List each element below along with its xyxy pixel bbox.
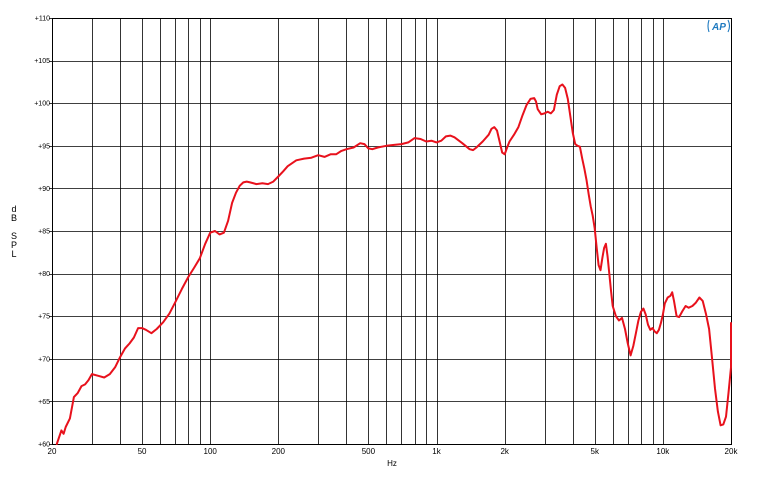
y-axis-label-letter: S <box>11 231 17 241</box>
ap-logo-text: AP <box>711 22 726 33</box>
x-tick-label-500: 500 <box>362 447 376 456</box>
y-tick-label-100: +100 <box>34 101 50 108</box>
x-tick-label-100: 100 <box>204 447 218 456</box>
y-tick-label-90: +90 <box>38 186 50 193</box>
y-tick-label-110: +110 <box>35 16 50 23</box>
y-tick-label-105: +105 <box>34 58 50 65</box>
y-axis-label-letter: P <box>11 240 17 250</box>
ap-logo: AP <box>706 17 732 35</box>
x-tick-label-10000: 10k <box>656 447 670 456</box>
y-axis-ticks: +60 +65 +70 +75 +80 +85 +90 +95 +100 +105 +110 <box>34 16 52 449</box>
y-axis-label-letter: B <box>11 213 17 223</box>
x-axis-ticks: 20 50 100 200 500 1k 2k 5k 10k 20k <box>48 447 739 456</box>
x-tick-label-20: 20 <box>48 447 57 456</box>
plot-frame <box>52 18 732 445</box>
x-tick-label-5000: 5k <box>591 447 600 456</box>
y-axis-label-letter: L <box>11 249 16 259</box>
x-axis-label: Hz <box>387 459 397 468</box>
ap-logo-icon: AP <box>707 19 731 33</box>
y-tick-label-95: +95 <box>38 143 50 150</box>
y-tick-label-80: +80 <box>38 271 50 278</box>
y-tick-label-65: +65 <box>38 399 50 406</box>
x-tick-label-200: 200 <box>272 447 286 456</box>
y-tick-label-75: +75 <box>38 314 50 321</box>
x-tick-label-50: 50 <box>138 447 147 456</box>
x-tick-label-20000: 20k <box>725 447 739 456</box>
series-group <box>55 83 732 445</box>
series-line-0 <box>55 83 732 445</box>
y-tick-label-70: +70 <box>38 356 50 363</box>
grid <box>52 18 732 445</box>
x-tick-label-2000: 2k <box>500 447 509 456</box>
y-tick-label-85: +85 <box>38 229 50 236</box>
y-tick-label-60: +60 <box>38 442 50 449</box>
x-tick-label-1000: 1k <box>432 447 441 456</box>
y-axis-label-letter: d <box>11 204 16 214</box>
